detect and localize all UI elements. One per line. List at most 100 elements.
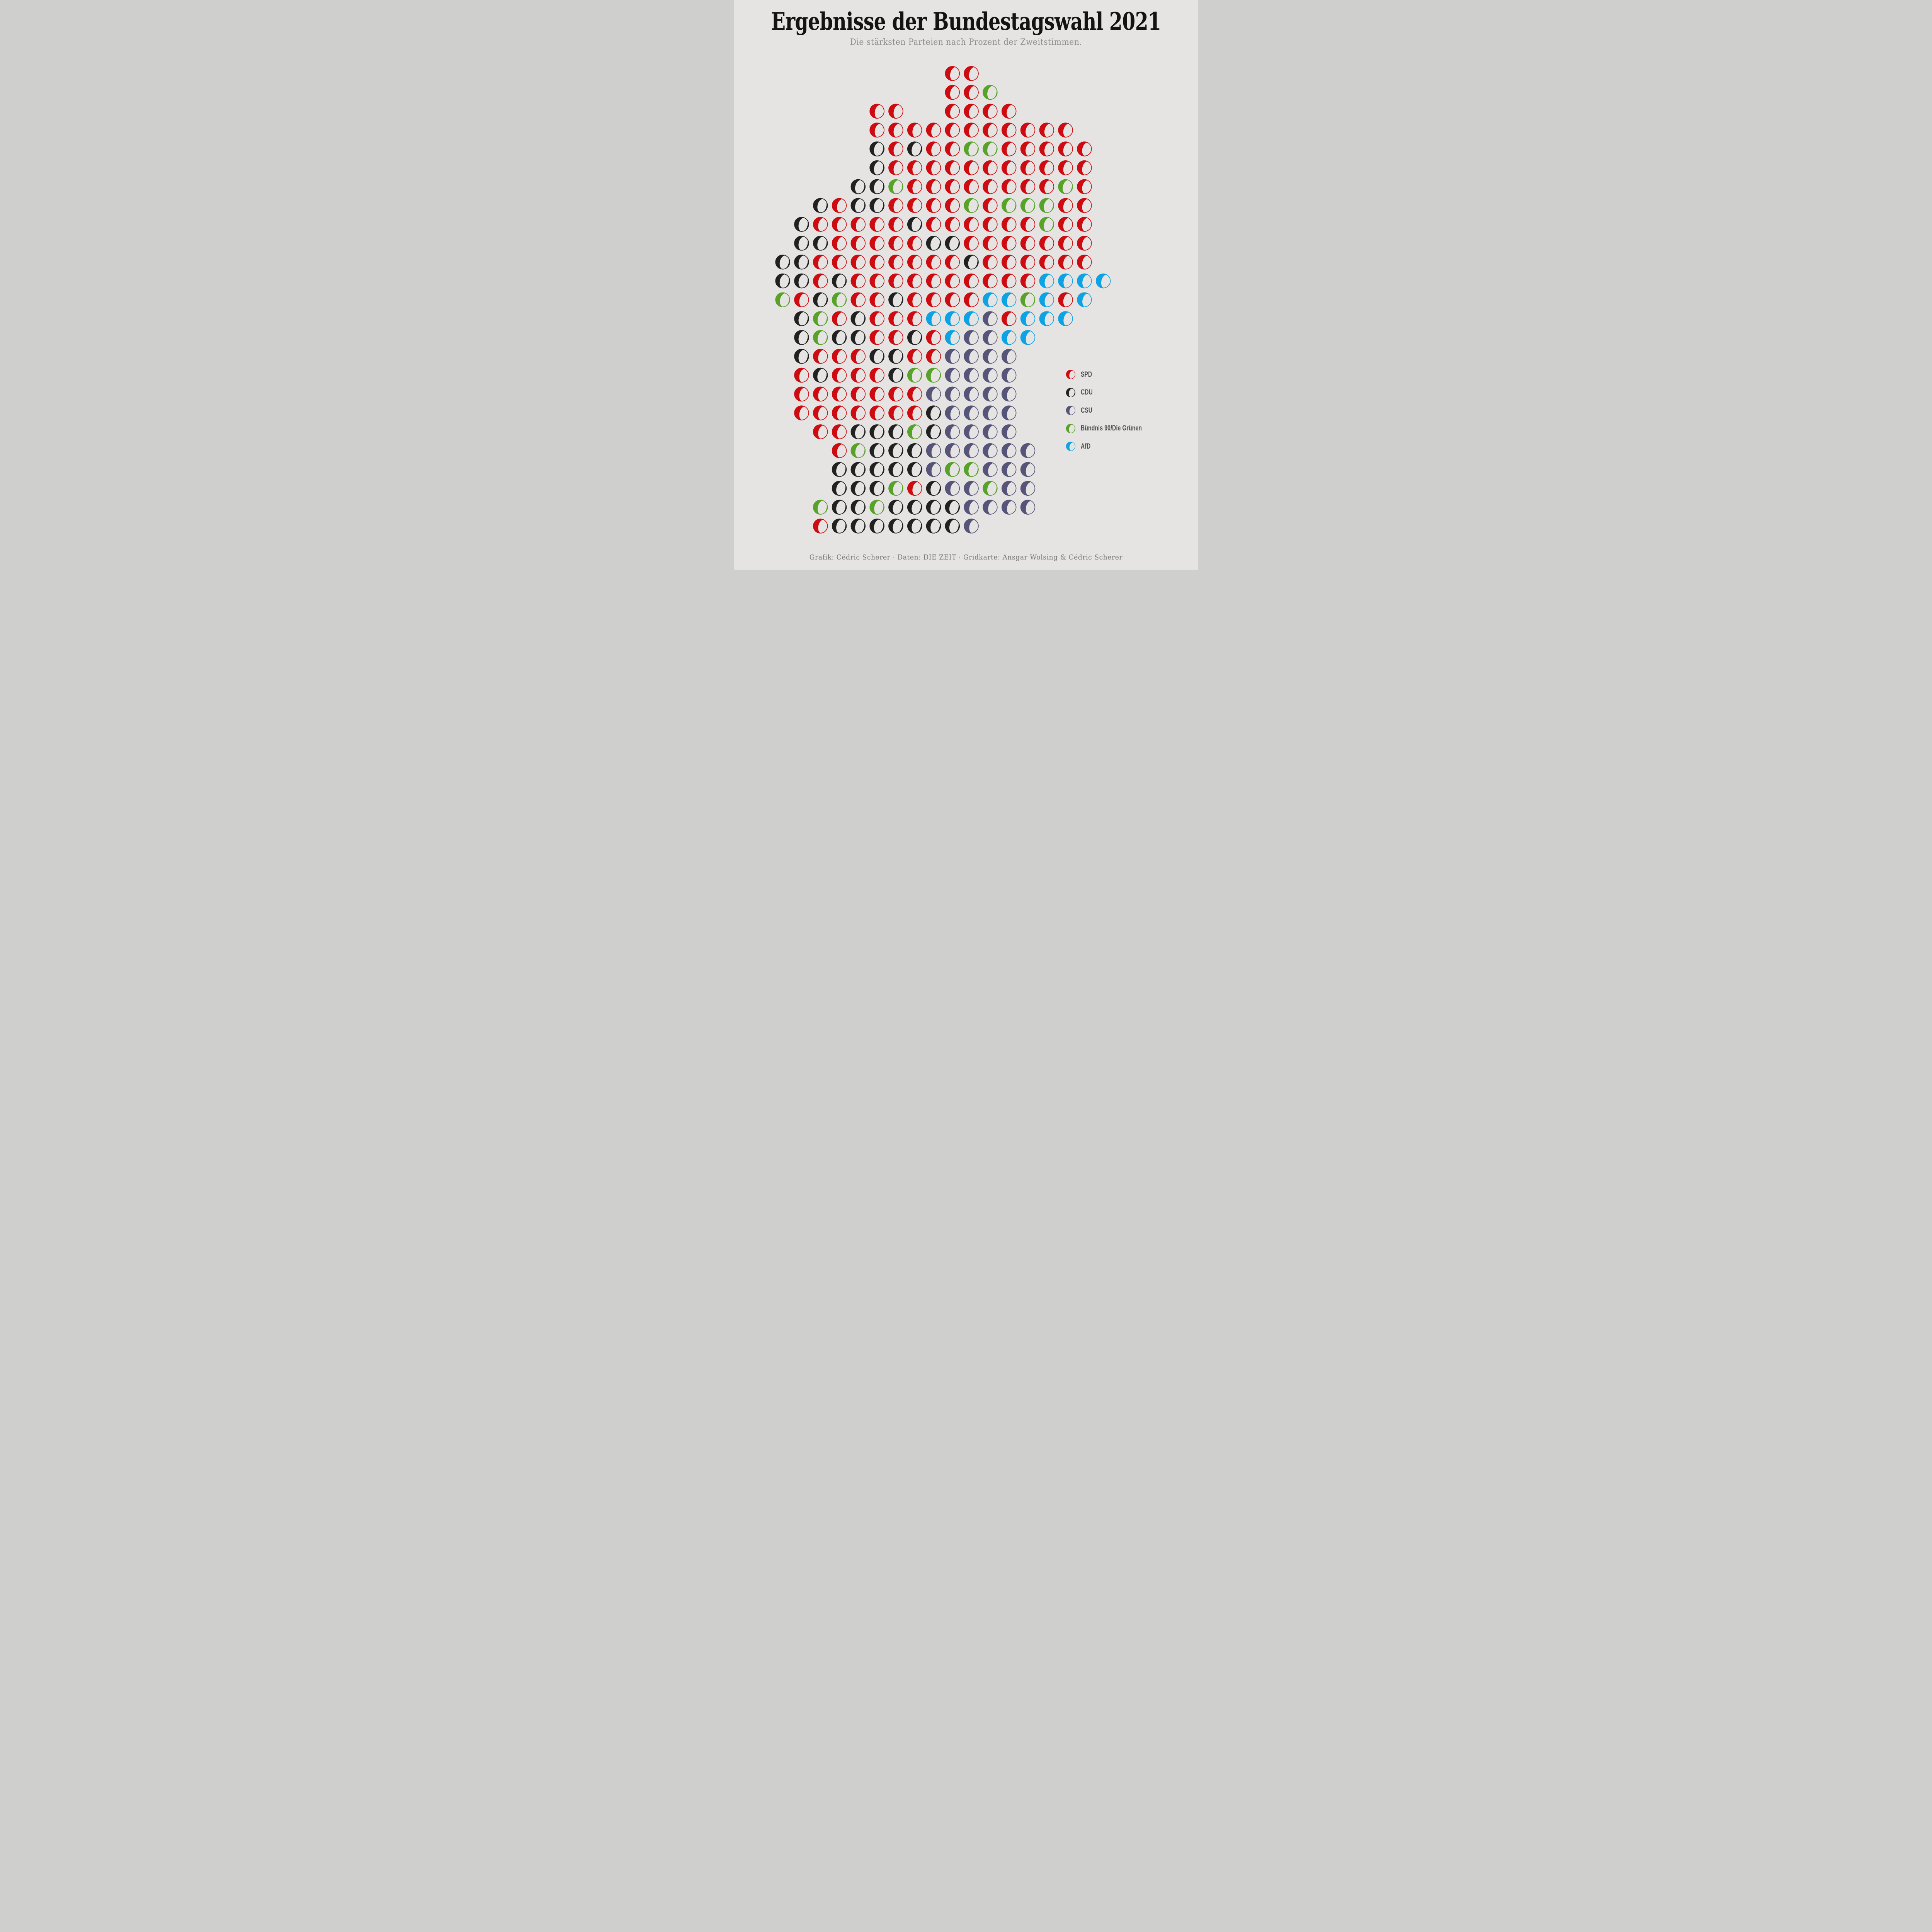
district-moon-r17-c9 [945,367,960,383]
district-moon-r13-c9 [945,292,960,307]
district-moon-r12-c12 [1002,273,1017,289]
district-moon-r9-c10 [964,217,979,232]
district-moon-r22-c8 [926,462,941,477]
legend-item-afd: AfD [1066,441,1166,451]
district-moon-r23-c9 [945,481,960,496]
district-moon-r8-c15 [1058,198,1073,213]
district-moon-r14-c10 [964,311,979,326]
district-moon-r12-c16 [1077,273,1092,289]
district-moon-r13-c3 [832,292,847,307]
district-moon-r7-c8 [926,179,941,194]
district-moon-r11-c1 [794,255,809,270]
district-moon-r16-c4 [850,349,866,364]
district-moon-r21-c10 [964,443,979,458]
district-moon-r24-c7 [907,500,922,515]
district-moon-r14-c7 [907,311,922,326]
district-moon-r12-c1 [794,273,809,289]
district-moon-r10-c5 [869,236,884,251]
district-moon-r25-c7 [907,519,922,534]
district-moon-r19-c1 [794,405,809,420]
district-moon-r6-c11 [983,160,998,175]
district-moon-r21-c8 [926,443,941,458]
district-moon-r3-c10 [964,104,979,119]
district-moon-r13-c12 [1002,292,1017,307]
district-moon-r25-c9 [945,519,960,534]
district-moon-r6-c8 [926,160,941,175]
district-moon-r1-c9 [945,66,960,81]
district-moon-r8-c2 [813,198,828,213]
district-moon-r11-c9 [945,255,960,270]
district-moon-r19-c5 [869,405,884,420]
district-moon-r14-c4 [850,311,866,326]
legend-item-csu: CSU [1066,405,1166,415]
district-moon-r6-c5 [869,160,884,175]
district-moon-r11-c13 [1020,255,1036,270]
district-moon-r4-c6 [888,122,903,138]
district-moon-r13-c0 [775,292,790,307]
district-moon-r23-c10 [964,481,979,496]
legend-label-afd: AfD [1081,442,1091,451]
district-moon-r14-c14 [1039,311,1054,326]
district-moon-r10-c11 [983,236,998,251]
district-moon-r6-c7 [907,160,922,175]
district-moon-r1-c10 [964,66,979,81]
district-moon-r5-c7 [907,141,922,156]
district-moon-r15-c11 [983,330,998,345]
poster: Ergebnisse der Bundestagswahl 2021 Die s… [734,0,1198,570]
district-moon-r10-c4 [850,236,866,251]
district-moon-r11-c15 [1058,255,1073,270]
district-moon-r20-c2 [813,424,828,439]
district-moon-r13-c1 [794,292,809,307]
district-moon-r24-c8 [926,500,941,515]
district-moon-r14-c13 [1020,311,1036,326]
district-moon-r8-c14 [1039,198,1054,213]
district-moon-r21-c7 [907,443,922,458]
district-moon-r10-c7 [907,236,922,251]
district-moon-r14-c9 [945,311,960,326]
district-moon-r12-c9 [945,273,960,289]
district-moon-r3-c5 [869,104,884,119]
district-moon-r12-c14 [1039,273,1054,289]
district-moon-r21-c13 [1020,443,1036,458]
district-moon-r5-c8 [926,141,941,156]
district-moon-r7-c7 [907,179,922,194]
district-moon-r6-c13 [1020,160,1036,175]
district-moon-r5-c10 [964,141,979,156]
district-moon-r4-c9 [945,122,960,138]
district-moon-r25-c2 [813,519,828,534]
district-moon-r11-c7 [907,255,922,270]
district-moon-r20-c11 [983,424,998,439]
district-moon-r25-c8 [926,519,941,534]
district-moon-r8-c9 [945,198,960,213]
district-moon-r9-c13 [1020,217,1036,232]
district-moon-r7-c15 [1058,179,1073,194]
district-moon-r12-c10 [964,273,979,289]
district-moon-r23-c7 [907,481,922,496]
district-moon-r13-c16 [1077,292,1092,307]
district-moon-r17-c1 [794,367,809,383]
district-moon-r11-c6 [888,255,903,270]
district-moon-r3-c9 [945,104,960,119]
district-moon-r12-c6 [888,273,903,289]
district-moon-r5-c16 [1077,141,1092,156]
district-moon-r10-c10 [964,236,979,251]
district-moon-r8-c3 [832,198,847,213]
district-moon-r7-c5 [869,179,884,194]
district-moon-r9-c6 [888,217,903,232]
district-moon-r17-c4 [850,367,866,383]
district-moon-r20-c10 [964,424,979,439]
legend-moon-glyph [1066,423,1075,433]
district-moon-r15-c3 [832,330,847,345]
district-moon-r10-c2 [813,236,828,251]
district-moon-r10-c14 [1039,236,1054,251]
district-moon-r12-c3 [832,273,847,289]
district-moon-r12-c5 [869,273,884,289]
district-moon-r11-c3 [832,255,847,270]
district-moon-r3-c6 [888,104,903,119]
district-moon-r2-c11 [983,85,998,100]
district-moon-r18-c12 [1002,386,1017,401]
legend-label-spd: SPD [1081,370,1092,379]
district-moon-r9-c1 [794,217,809,232]
district-moon-r17-c11 [983,367,998,383]
district-moon-r13-c15 [1058,292,1073,307]
